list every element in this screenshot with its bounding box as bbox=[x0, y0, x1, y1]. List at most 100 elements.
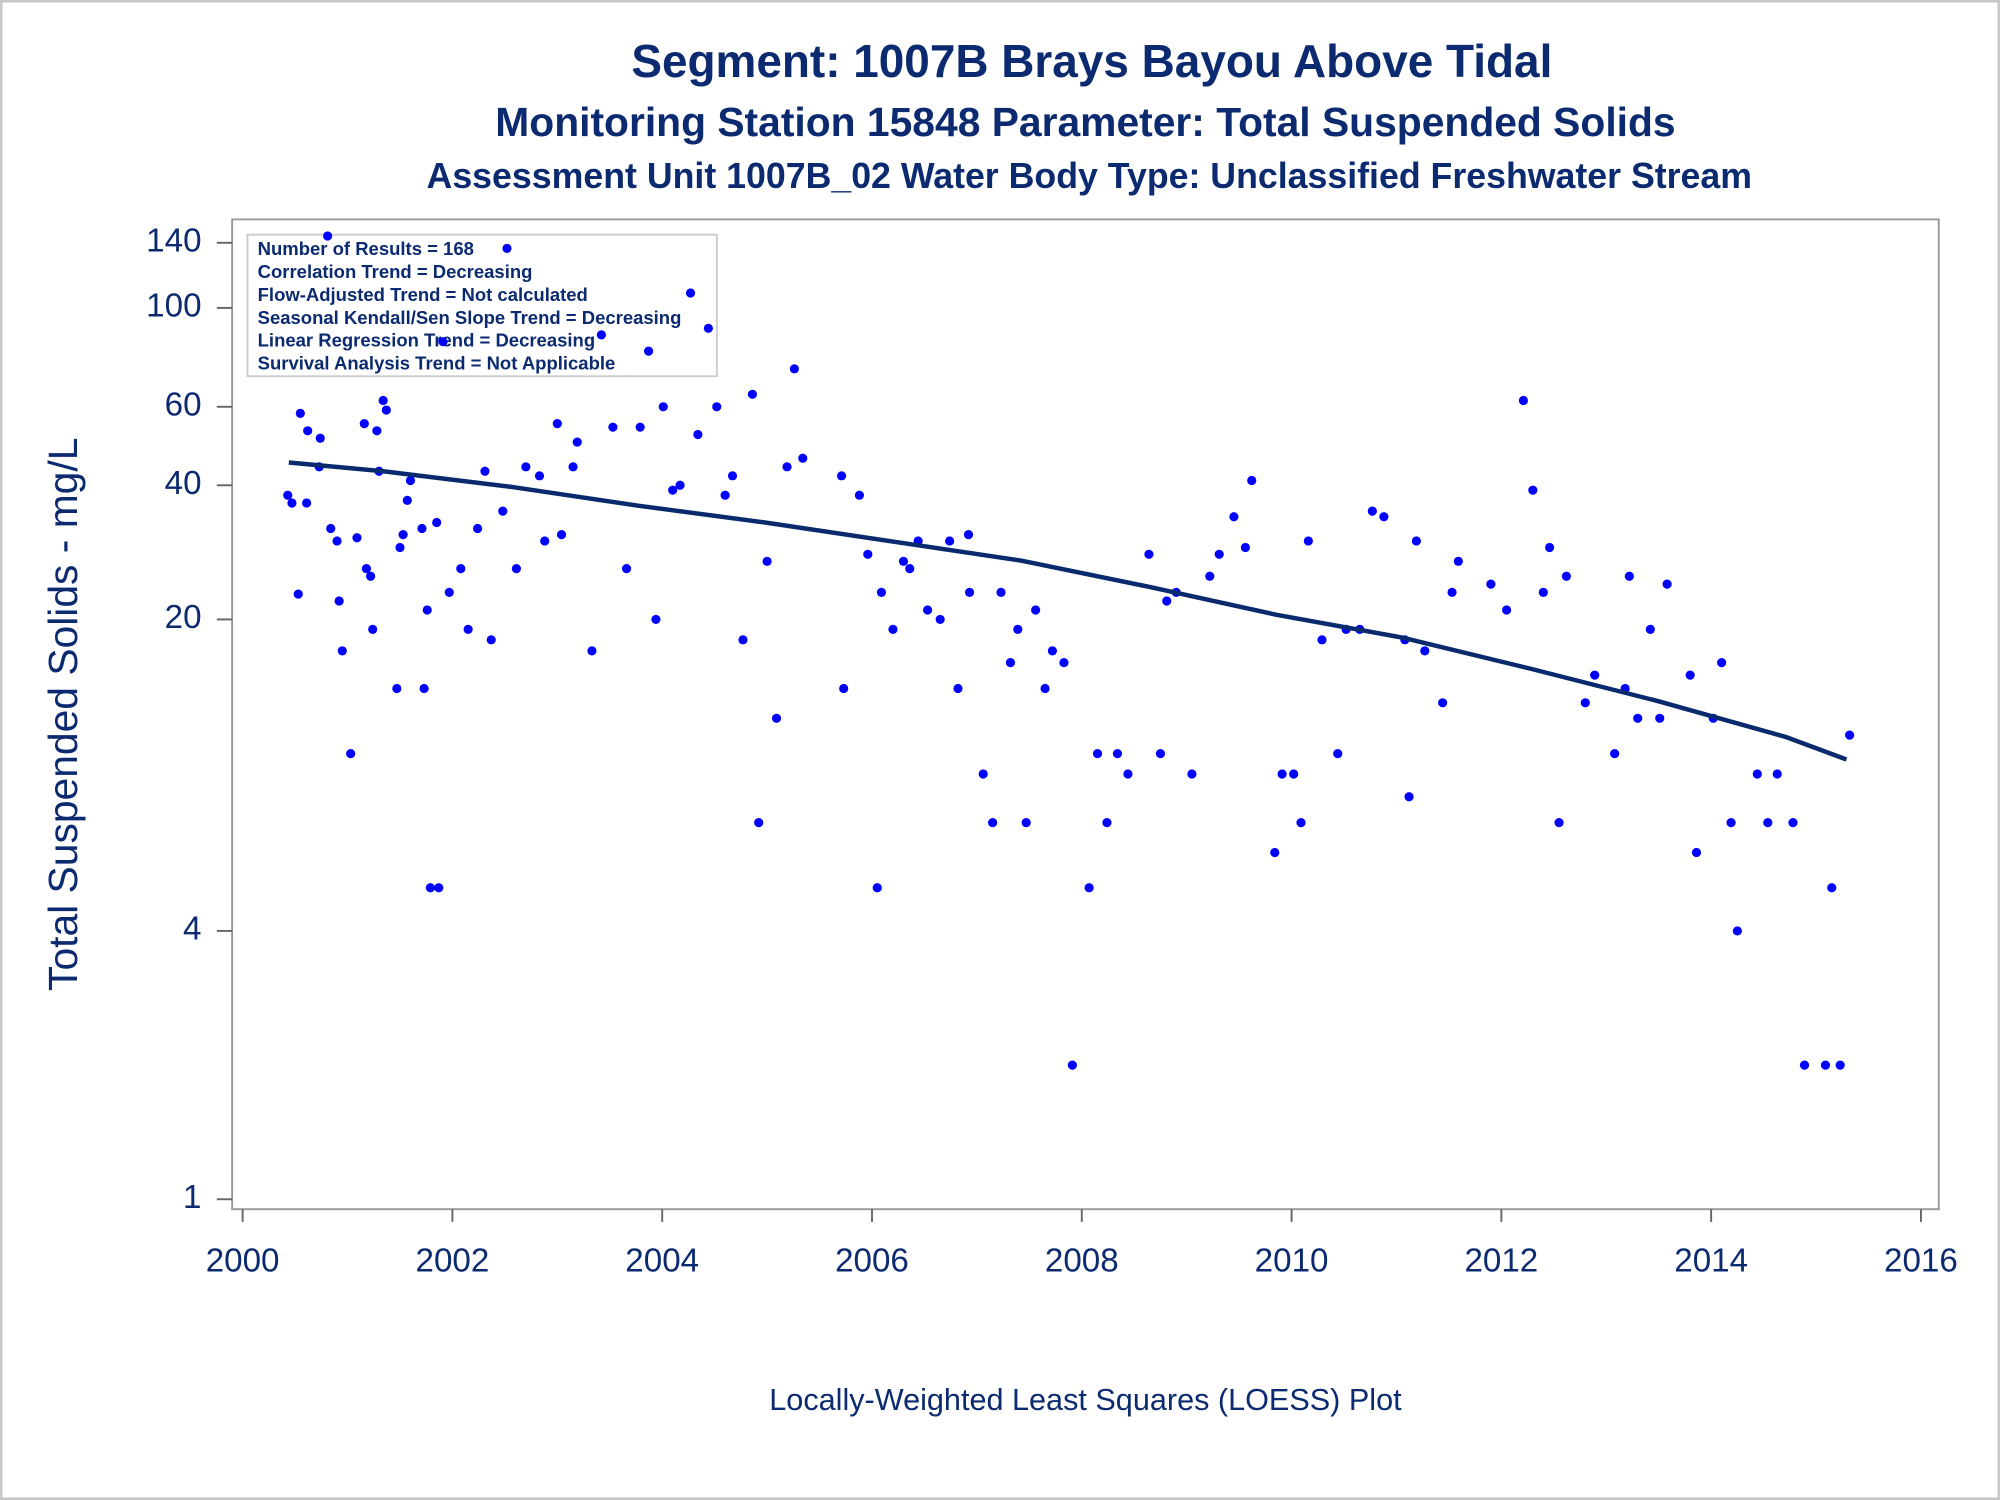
x-tick-label: 2014 bbox=[1674, 1243, 1748, 1280]
data-point bbox=[303, 426, 313, 436]
x-tick-label: 2002 bbox=[416, 1243, 490, 1280]
data-point bbox=[398, 530, 408, 540]
data-point bbox=[1303, 536, 1313, 546]
data-point bbox=[1059, 658, 1069, 668]
data-point bbox=[1662, 579, 1672, 589]
stats-text: Number of Results = 168 bbox=[258, 238, 474, 259]
data-point bbox=[1296, 818, 1306, 828]
data-point bbox=[295, 408, 305, 418]
data-point bbox=[323, 231, 333, 241]
data-point bbox=[552, 419, 562, 429]
data-point bbox=[1633, 713, 1643, 723]
data-point bbox=[798, 453, 808, 463]
data-point bbox=[502, 243, 512, 254]
data-point bbox=[444, 587, 454, 597]
data-point bbox=[658, 402, 668, 412]
data-point bbox=[1379, 512, 1389, 522]
data-point bbox=[287, 498, 297, 508]
data-point bbox=[945, 536, 955, 546]
data-point bbox=[1820, 1060, 1831, 1070]
data-point bbox=[361, 564, 371, 574]
footnote: Locally-Weighted Least Squares (LOESS) P… bbox=[769, 1383, 1402, 1417]
data-point bbox=[762, 556, 772, 566]
data-point bbox=[1205, 571, 1215, 581]
data-point bbox=[352, 533, 362, 543]
data-point bbox=[1580, 698, 1590, 708]
x-tick-label: 2006 bbox=[835, 1243, 909, 1280]
plot-frame bbox=[231, 218, 1940, 1211]
data-point bbox=[1367, 506, 1377, 516]
data-point bbox=[651, 614, 661, 625]
data-point bbox=[486, 635, 496, 645]
data-point bbox=[1835, 1060, 1845, 1070]
data-point bbox=[596, 330, 606, 340]
stats-text: Linear Regression Trend = Decreasing bbox=[258, 330, 595, 351]
data-point bbox=[1277, 769, 1287, 779]
data-point bbox=[359, 419, 369, 429]
data-point bbox=[1102, 818, 1112, 828]
data-point bbox=[1685, 670, 1695, 680]
data-point bbox=[1040, 683, 1050, 694]
x-tick-label: 2000 bbox=[206, 1243, 280, 1280]
data-point bbox=[1486, 579, 1496, 589]
data-point bbox=[346, 748, 356, 759]
data-point bbox=[1655, 713, 1665, 723]
data-point bbox=[1317, 635, 1327, 645]
data-point bbox=[863, 549, 873, 559]
data-point bbox=[720, 490, 730, 500]
data-point bbox=[417, 523, 427, 534]
data-point bbox=[712, 402, 722, 412]
data-point bbox=[953, 683, 963, 694]
loess-line bbox=[288, 460, 1848, 762]
data-point bbox=[1420, 646, 1430, 656]
data-point bbox=[332, 536, 342, 546]
data-point bbox=[1528, 485, 1538, 495]
data-point bbox=[368, 624, 378, 634]
y-tick-label: 4 bbox=[183, 911, 201, 948]
data-point bbox=[854, 490, 865, 500]
data-point bbox=[521, 462, 531, 472]
data-point bbox=[1827, 883, 1837, 893]
x-tick-label: 2004 bbox=[625, 1243, 699, 1280]
data-point bbox=[540, 536, 550, 546]
chart-subtitle: Assessment Unit 1007B_02 Water Body Type… bbox=[427, 156, 1752, 196]
data-point bbox=[872, 883, 882, 893]
data-point bbox=[473, 523, 483, 534]
data-point bbox=[608, 422, 618, 432]
data-point bbox=[782, 462, 792, 472]
data-point bbox=[1453, 556, 1463, 566]
data-point bbox=[1187, 769, 1197, 779]
data-point bbox=[402, 495, 412, 505]
data-point bbox=[1691, 847, 1702, 858]
data-point bbox=[1240, 542, 1251, 553]
data-point bbox=[988, 818, 998, 828]
data-point bbox=[923, 605, 933, 615]
data-point bbox=[556, 530, 567, 540]
data-point bbox=[480, 466, 490, 476]
y-tick-label: 1 bbox=[183, 1179, 201, 1216]
data-point bbox=[366, 571, 376, 581]
data-point bbox=[1229, 512, 1239, 522]
data-point bbox=[315, 433, 325, 443]
y-tick-label: 40 bbox=[165, 465, 202, 502]
data-point bbox=[1270, 847, 1280, 858]
data-point bbox=[1155, 748, 1166, 759]
data-point bbox=[1013, 624, 1023, 634]
y-tick-label: 100 bbox=[146, 288, 201, 325]
data-point bbox=[372, 426, 382, 436]
data-point bbox=[1021, 818, 1031, 828]
data-point bbox=[1590, 670, 1600, 680]
data-point bbox=[1561, 571, 1571, 581]
y-tick-label: 60 bbox=[165, 387, 202, 424]
data-point bbox=[302, 498, 312, 508]
data-point bbox=[978, 769, 988, 779]
y-tick-label: 20 bbox=[165, 599, 202, 636]
x-tick-label: 2012 bbox=[1464, 1243, 1538, 1280]
data-point bbox=[1047, 646, 1058, 656]
data-point bbox=[1772, 769, 1782, 779]
data-point bbox=[378, 395, 388, 406]
data-point bbox=[1726, 818, 1736, 828]
data-point bbox=[498, 506, 508, 516]
data-point bbox=[572, 437, 582, 447]
